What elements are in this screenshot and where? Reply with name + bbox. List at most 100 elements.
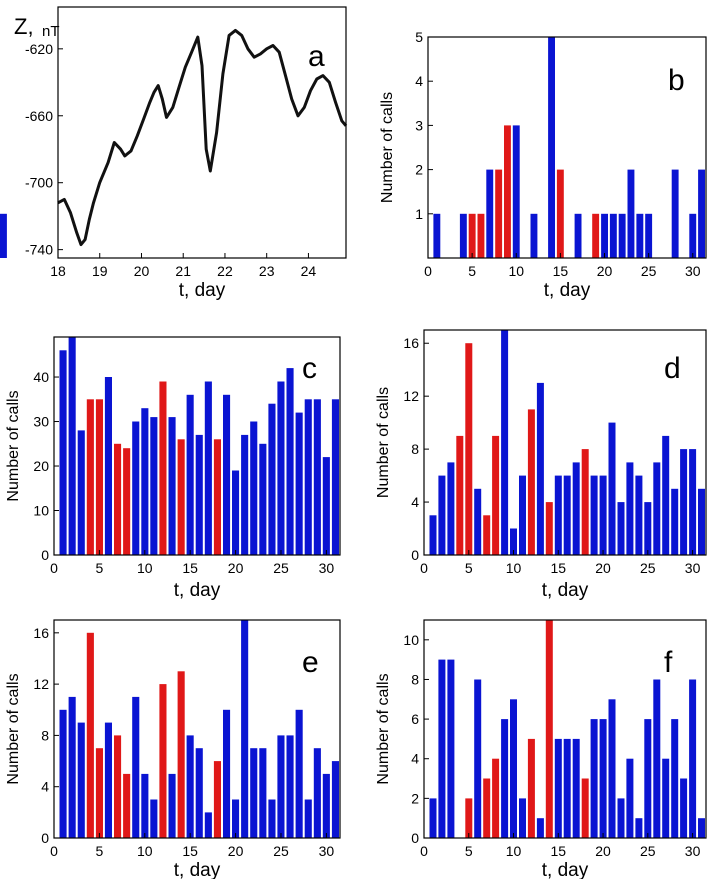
bar-day-1 [429,798,437,838]
y-tick-label: 30 [33,414,49,430]
x-tick-label: 25 [641,263,657,279]
bar-day-15 [186,735,194,838]
bar-day-30 [689,449,697,555]
bar-day-29 [680,449,688,555]
x-tick-label: 10 [137,843,153,859]
bar-day-3 [447,659,455,838]
bar-day-8 [492,435,500,555]
bar-day-21 [609,213,617,258]
bar-day-2 [438,475,446,555]
bar-day-22 [617,798,625,838]
bar-day-22 [250,421,258,555]
bar-day-17 [204,812,212,838]
y-axis-label-z: Z, [14,14,34,39]
bar-day-30 [689,213,697,258]
y-tick-label: 4 [41,779,49,795]
bar-day-20 [599,719,607,838]
bar-day-23 [259,748,267,838]
bar-day-18 [213,439,221,555]
panel-label-f: f [664,646,673,679]
bar-day-28 [304,399,312,555]
bar-day-27 [295,709,303,838]
bar-day-14 [545,502,553,555]
bar-day-31 [331,399,339,555]
bar-day-25 [644,502,652,555]
panel-c: 0 5 10 15 20 25 30 0 10 20 30 40 t, day Number of cal… [5,336,341,601]
x-tick-label: 19 [92,263,108,279]
bar-day-21 [241,434,249,555]
bar-day-1 [59,350,67,555]
x-axis-label: t, day [179,280,226,301]
y-tick-label: 4 [411,494,419,510]
bar-day-7 [486,169,494,258]
bar-day-22 [617,502,625,555]
bar-day-10 [510,528,517,555]
y-tick-label: 16 [403,335,419,351]
bar-day-8 [123,773,131,838]
bar-day-16 [195,748,203,838]
x-tick-label: 25 [640,560,656,576]
bar-day-6 [104,377,112,555]
bar-day-3 [77,722,85,838]
axes-frame [423,619,707,839]
bar-day-5 [95,399,103,555]
bar-day-16 [195,434,203,555]
bar-day-19 [223,709,231,838]
bar-day-31 [331,761,339,838]
x-tick-label: 5 [95,560,103,576]
x-tick-label: 23 [259,263,275,279]
x-tick-label: 5 [468,263,476,279]
y-tick-label: 10 [33,503,49,519]
y-axis-label: Number of calls [375,673,392,784]
bar-day-23 [259,443,267,555]
x-tick-label: 10 [506,843,522,859]
y-tick-label: 3 [415,117,423,133]
bar-day-8 [495,169,503,258]
bar-day-4 [456,435,464,555]
bar-day-28 [671,169,679,258]
bar-day-2 [68,696,76,838]
y-axis-label: Number of calls [5,673,22,784]
x-tick-label: 15 [553,263,569,279]
bar-day-12 [159,684,167,838]
bar-day-1 [433,213,441,258]
bar-day-15 [556,169,564,258]
bar-day-2 [438,659,446,838]
bar-day-22 [618,213,626,258]
bar-day-9 [132,696,140,838]
bar-day-9 [501,719,509,838]
panel-label-e: e [302,646,319,679]
x-tick-label: 20 [228,560,244,576]
y-tick-label: -660 [25,108,53,124]
bar-day-20 [599,475,607,555]
bar-day-21 [241,620,249,838]
y-tick-label: 20 [33,458,49,474]
bar-day-14 [548,37,555,258]
y-axis-label: Number of calls [379,92,396,203]
x-tick-label: 5 [465,560,473,576]
x-tick-label: 30 [319,560,335,576]
bar-day-13 [536,382,544,555]
bar-day-24 [268,403,276,555]
bar-day-26 [653,462,661,555]
bar-day-4 [459,213,467,258]
bar-day-15 [554,475,562,555]
x-tick-label: 30 [685,560,701,576]
y-tick-label: 4 [411,751,419,767]
y-tick-label: 2 [411,790,419,806]
bar-day-24 [268,799,276,838]
bar-day-21 [608,699,616,838]
bar-day-31 [698,818,705,838]
panel-f: 0 5 10 15 20 25 30 0 2 4 6 8 10 t, day Number of calls… [375,619,707,879]
bar-day-7 [114,443,122,555]
y-tick-label: 8 [411,671,419,687]
x-tick-label: 10 [137,560,153,576]
y-tick-label: 8 [41,727,49,743]
x-tick-label: 0 [420,843,428,859]
bar-day-7 [483,778,491,838]
bar-day-28 [671,488,679,555]
x-tick-label: 5 [95,843,103,859]
bar-day-23 [626,462,634,555]
